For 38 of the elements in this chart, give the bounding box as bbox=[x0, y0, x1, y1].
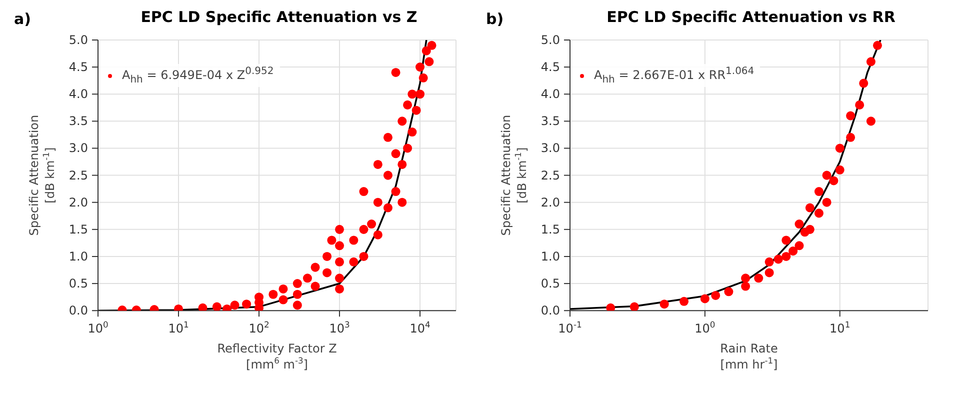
y-tick-label: 3.5 bbox=[68, 114, 88, 128]
y-tick-label: 2.0 bbox=[540, 195, 560, 210]
x-tick-label: 10$^{3}$ bbox=[329, 320, 350, 336]
chart-title: EPC LD Specific Attenuation vs RR bbox=[606, 8, 896, 26]
y-tick-label: 2.5 bbox=[540, 168, 560, 182]
y-tick-label: 1.0 bbox=[540, 249, 560, 264]
y-tick-label: 0.0 bbox=[68, 304, 88, 318]
x-axis-title: Reflectivity Factor Z [mm$^{6}$ m$^{-3}$] bbox=[217, 342, 337, 372]
y-tick-label: 3.0 bbox=[68, 141, 88, 156]
y-tick-label: 0.5 bbox=[540, 276, 560, 291]
y-tick-label: 2.5 bbox=[68, 168, 88, 182]
text: b) bbox=[486, 10, 504, 28]
legend-label: A$_{hh}$ = 2.667E-01 x RR$^{1.064}$ bbox=[594, 66, 754, 86]
x-tick-label: 10$^{1}$ bbox=[830, 320, 850, 336]
x-tick-label: 10$^{2}$ bbox=[248, 320, 270, 336]
y-tick-label: 2.0 bbox=[68, 195, 88, 210]
y-tick-label: 5.0 bbox=[540, 33, 560, 47]
y-tick-label: 1.0 bbox=[68, 249, 88, 264]
y-tick-label: 0.0 bbox=[540, 304, 560, 318]
legend-label: A$_{hh}$ = 6.949E-04 x Z$^{0.952}$ bbox=[122, 66, 274, 86]
chart-title: EPC LD Specific Attenuation vs Z bbox=[140, 8, 418, 26]
x-tick-label: 10$^{0}$ bbox=[88, 320, 108, 336]
x-tick-label: 10$^{-1}$ bbox=[558, 320, 582, 336]
y-tick-label: 1.5 bbox=[68, 222, 88, 236]
text: a) bbox=[14, 10, 31, 28]
y-tick-label: 4.5 bbox=[68, 60, 88, 74]
x-tick-label: 10$^{4}$ bbox=[410, 320, 430, 336]
y-tick-label: 4.0 bbox=[540, 87, 560, 102]
x-tick-label: 10$^{1}$ bbox=[168, 320, 189, 336]
y-tick-label: 1.5 bbox=[540, 222, 560, 236]
y-tick-label: 0.5 bbox=[68, 276, 88, 291]
x-tick-label: 10$^{0}$ bbox=[694, 320, 716, 336]
y-tick-label: 3.5 bbox=[540, 114, 560, 128]
y-tick-label: 5.0 bbox=[68, 33, 88, 47]
y-tick-label: 3.0 bbox=[540, 141, 560, 156]
x-axis-title: Rain Rate [mm hr$^{-1}$] bbox=[720, 342, 778, 372]
y-tick-label: 4.5 bbox=[540, 60, 560, 74]
y-tick-label: 4.0 bbox=[68, 87, 88, 102]
